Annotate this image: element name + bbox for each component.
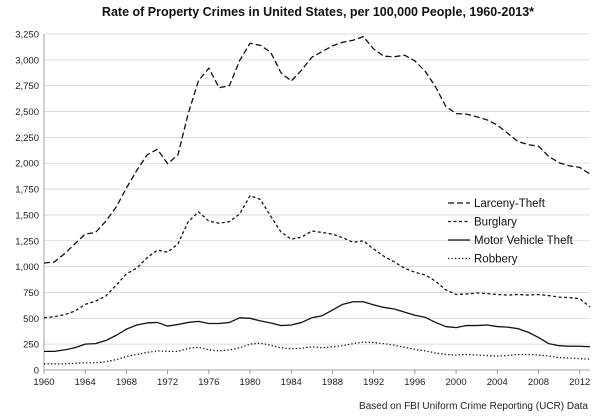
series-lines xyxy=(43,35,591,365)
legend-label-burglary: Burglary xyxy=(474,217,517,229)
chart-title: Rate of Property Crimes in United States… xyxy=(102,5,534,19)
y-tick-label: 1,500 xyxy=(15,210,39,221)
y-tick-label: 3,000 xyxy=(15,55,39,66)
x-tick-label: 2008 xyxy=(528,377,549,388)
y-tick-label: 2,000 xyxy=(15,159,39,170)
y-axis-ticks: 0 250 500 750 1,000 1,250 1,500 1,750 2,000 2,250… xyxy=(15,30,39,377)
x-tick-label: 1960 xyxy=(33,377,54,388)
x-tick-label: 1972 xyxy=(157,377,178,388)
y-tick-label: 1,000 xyxy=(15,262,39,273)
x-tick-label: 2012 xyxy=(569,377,590,388)
y-tick-label: 2,250 xyxy=(15,133,39,144)
x-tick-label: 1968 xyxy=(116,377,137,388)
legend-label-robbery: Robbery xyxy=(474,254,518,266)
y-tick-label: 500 xyxy=(23,314,39,325)
y-tick-label: 3,250 xyxy=(15,30,39,41)
source-footnote: Based on FBI Uniform Crime Reporting (UC… xyxy=(359,401,588,412)
series-line-motor-vehicle-theft xyxy=(44,301,591,353)
legend-label-motor-vehicle-theft: Motor Vehicle Theft xyxy=(474,235,574,247)
y-tick-label: 750 xyxy=(23,288,39,299)
y-tick-label: 0 xyxy=(34,366,39,377)
x-tick-label: 1992 xyxy=(363,377,384,388)
y-tick-label: 250 xyxy=(23,340,39,351)
x-tick-label: 2000 xyxy=(446,377,467,388)
series-line-larceny-theft xyxy=(43,35,591,264)
x-tick-label: 1988 xyxy=(322,377,343,388)
legend-label-larceny-theft: Larceny-Theft xyxy=(474,198,546,210)
y-tick-label: 2,750 xyxy=(15,81,39,92)
y-tick-label: 1,250 xyxy=(15,236,39,247)
x-tick-label: 1996 xyxy=(404,377,425,388)
x-tick-label: 2004 xyxy=(487,377,508,388)
x-tick-label: 1976 xyxy=(198,377,219,388)
x-tick-label: 1980 xyxy=(239,377,260,388)
x-tick-label: 1964 xyxy=(75,377,96,388)
y-tick-label: 1,750 xyxy=(15,185,39,196)
x-axis-ticks: 1960 1964 1968 1972 1976 1980 1984 1988 1992 1996… xyxy=(33,377,590,388)
y-tick-label: 2,500 xyxy=(15,107,39,118)
legend: Larceny-Theft Burglary Motor Vehicle Theft… xyxy=(448,198,574,266)
series-line-burglary xyxy=(43,195,591,319)
x-tick-label: 1984 xyxy=(281,377,302,388)
series-line-robbery xyxy=(44,341,591,365)
gridlines xyxy=(43,33,590,374)
